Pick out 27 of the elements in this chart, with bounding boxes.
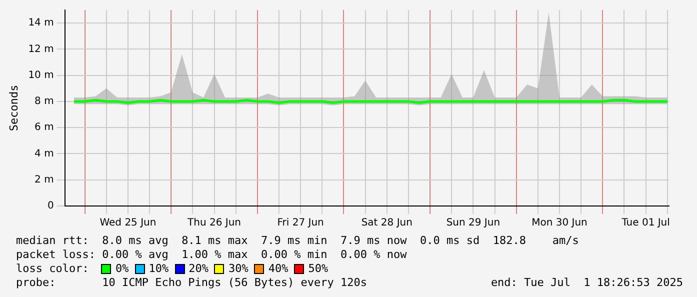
y-tick-label: 14 m xyxy=(28,18,54,29)
text: packet loss: 0.00 % avg 1.00 % max 0.00 % min 0.00 % now xyxy=(16,248,408,262)
x-tick-label: Tue 01 Jul xyxy=(620,218,670,229)
x-tick-label: Sat 28 Jun xyxy=(361,218,412,229)
x-tick-label: Wed 25 Jun xyxy=(100,218,156,229)
x-tick-label: Thu 26 Jun xyxy=(186,218,242,229)
text: median rtt: 8.0 ms avg 8.1 ms max 7.9 ms min 7.9 ms now 0.0 ms sd 182.8 am/s xyxy=(16,234,580,248)
text: probe: 10 ICMP Echo Pings (56 Bytes) every 120s xyxy=(16,276,367,290)
y-tick-label: 8 m xyxy=(34,96,54,108)
x-tick-label: Sun 29 Jun xyxy=(446,218,500,229)
y-axis-title: Seconds xyxy=(7,84,20,132)
legend-label: 30% xyxy=(228,262,248,276)
legend-label: 40% xyxy=(268,262,288,276)
legend-label: 20% xyxy=(188,262,208,276)
y-tick-label: 6 m xyxy=(34,122,54,134)
y-tick-label: 2 m xyxy=(34,174,54,186)
y-tick-label: 10 m xyxy=(28,70,54,81)
y-tick-label: 12 m xyxy=(28,44,54,55)
x-tick-label: Mon 30 Jun xyxy=(532,218,588,229)
legend-label: 50% xyxy=(308,262,328,276)
text: loss color: xyxy=(16,262,90,276)
text: end: Tue Jul 1 18:26:53 2025 xyxy=(490,276,683,290)
legend-label: 0% xyxy=(115,262,129,276)
y-tick-label: 0 xyxy=(47,200,54,212)
y-tick-label: 4 m xyxy=(34,148,54,160)
x-tick-label: Fri 27 Jun xyxy=(277,218,324,229)
legend-label: 10% xyxy=(148,262,169,276)
